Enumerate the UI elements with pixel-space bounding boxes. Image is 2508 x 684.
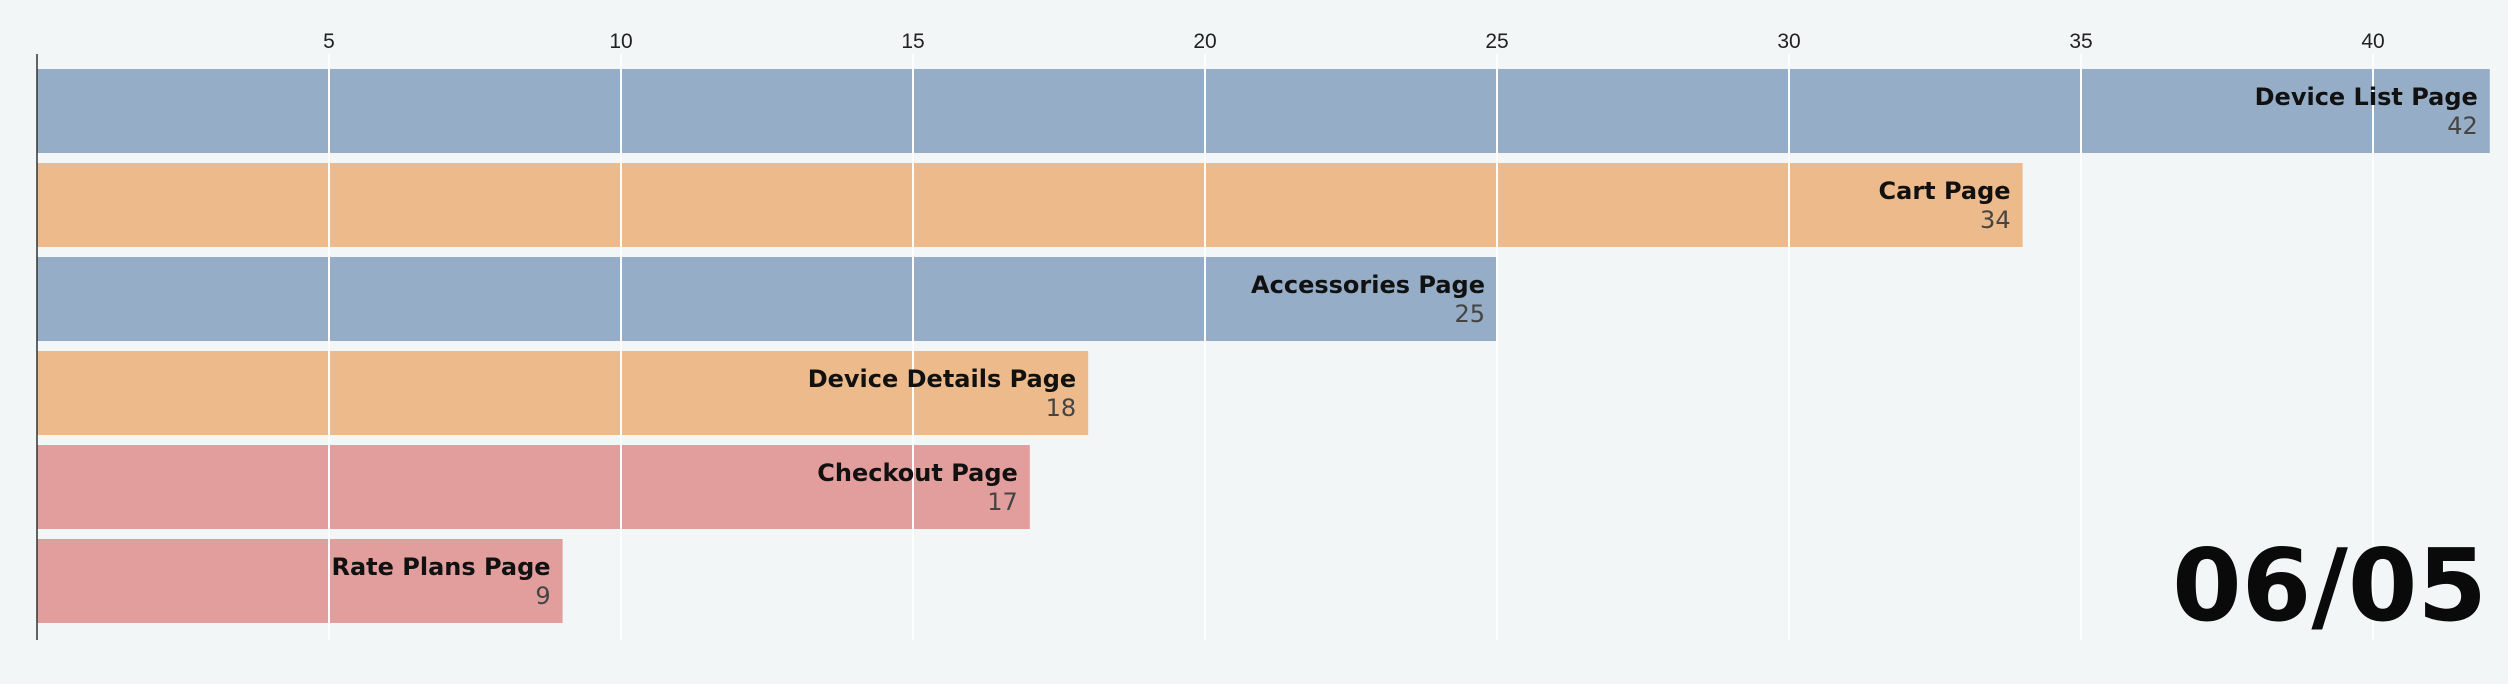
bar-device-list-page: [37, 69, 2490, 153]
date-label: 06/05: [2172, 527, 2487, 644]
bar-label-accessories-page: Accessories Page: [1251, 271, 1485, 299]
bar-label-cart-page: Cart Page: [1879, 177, 2011, 205]
bar-value-accessories-page: 25: [1454, 300, 1485, 328]
bars-layer: [37, 69, 2490, 623]
tick-label-5: 5: [323, 30, 335, 53]
bar-accessories-page: [37, 257, 1497, 341]
bar-value-cart-page: 34: [1980, 206, 2011, 234]
grid-layer: [328, 54, 2374, 640]
bar-value-device-list-page: 42: [2447, 112, 2478, 140]
bar-label-device-list-page: Device List Page: [2255, 83, 2478, 111]
tick-label-35: 35: [2069, 30, 2092, 53]
tick-label-40: 40: [2361, 30, 2384, 53]
bar-value-checkout-page: 17: [987, 488, 1018, 516]
tick-label-25: 25: [1485, 30, 1508, 53]
bar-value-device-details-page: 18: [1046, 394, 1077, 422]
tick-label-10: 10: [609, 30, 632, 53]
bar-checkout-page: [37, 445, 1030, 529]
bar-rate-plans-page: [37, 539, 563, 623]
bar-label-rate-plans-page: Rate Plans Page: [331, 553, 550, 581]
bar-label-device-details-page: Device Details Page: [808, 365, 1077, 393]
tick-label-30: 30: [1777, 30, 1800, 53]
tick-label-20: 20: [1193, 30, 1216, 53]
bar-label-checkout-page: Checkout Page: [817, 459, 1018, 487]
ticks-layer: 5 10 15 20 25 30 35 40: [323, 30, 2385, 53]
tick-label-15: 15: [901, 30, 924, 53]
bar-device-details-page: [37, 351, 1089, 435]
bar-cart-page: [37, 163, 2023, 247]
bar-value-rate-plans-page: 9: [535, 582, 550, 610]
